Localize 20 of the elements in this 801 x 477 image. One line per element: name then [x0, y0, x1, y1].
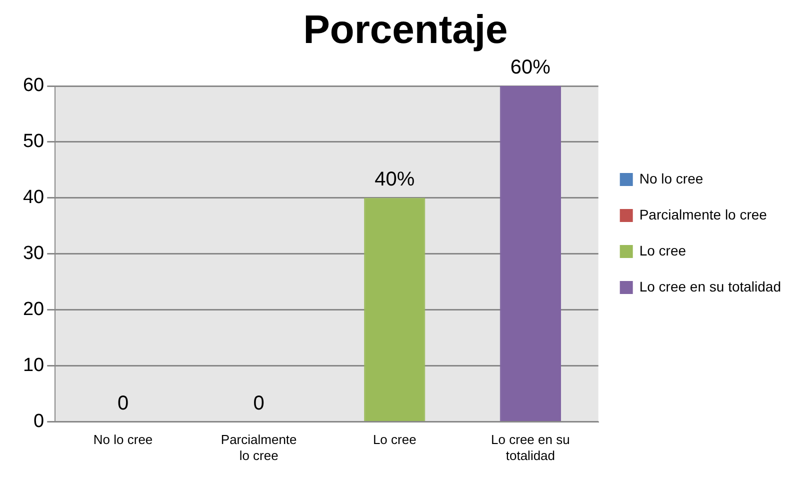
x-tick-label: Lo cree en su totalidad: [491, 432, 570, 463]
chart-title: Porcentaje: [303, 8, 508, 52]
x-tick-label: No lo cree: [93, 432, 153, 448]
legend-label: No lo cree: [639, 170, 704, 186]
y-tick-label: 0: [34, 411, 44, 432]
legend-label: Parcialmente lo cree: [639, 206, 768, 222]
data-label: 60%: [510, 56, 551, 79]
y-tick-label: 10: [22, 355, 44, 376]
y-tick-label: 20: [22, 299, 44, 320]
legend-label: Lo cree en su totalidad: [639, 278, 781, 294]
y-tick-label: 30: [22, 243, 44, 264]
data-label: 40%: [374, 168, 415, 190]
data-label: 0: [253, 392, 264, 414]
x-tick-label: Lo cree: [372, 432, 416, 448]
legend-label: Lo cree: [639, 242, 686, 258]
x-tick-label: Parcialmente lo cree: [220, 432, 297, 463]
y-tick-label: 40: [22, 187, 44, 208]
y-tick-label: 50: [22, 131, 44, 152]
data-label: 0: [117, 392, 129, 414]
y-tick-label: 60: [22, 75, 44, 96]
